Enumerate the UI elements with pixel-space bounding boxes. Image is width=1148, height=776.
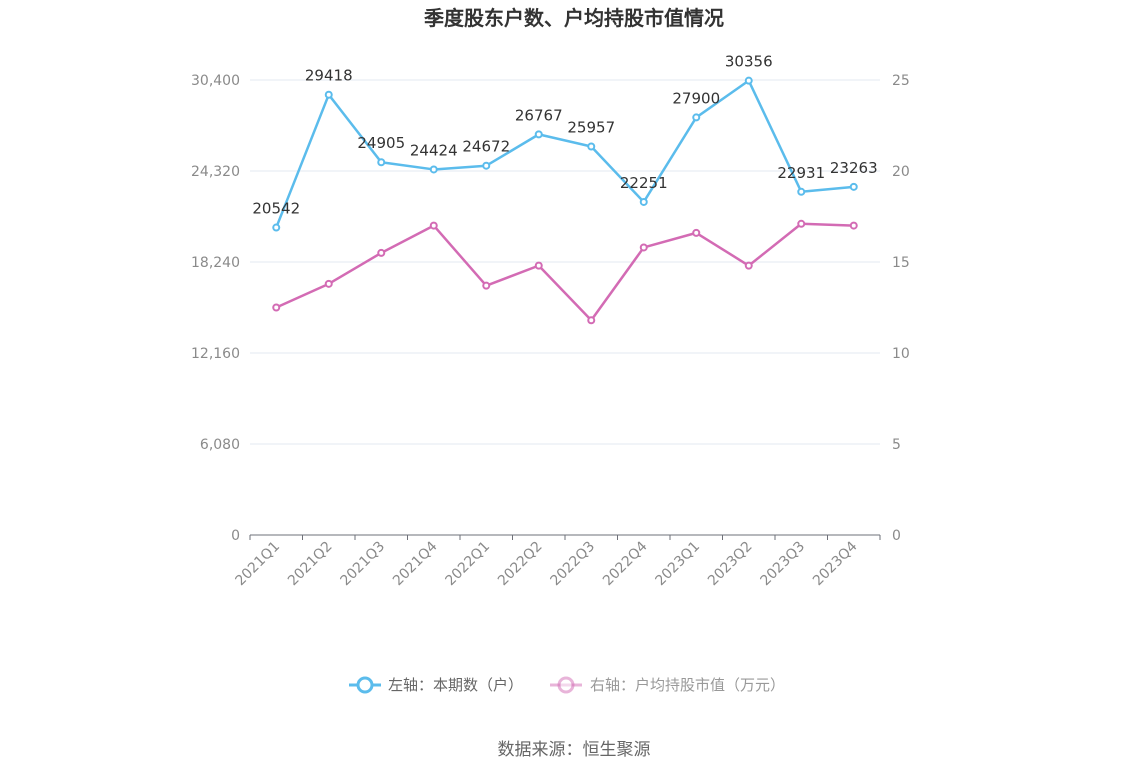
x-tick-label: 2021Q4 (390, 538, 441, 589)
legend-left-label: 左轴：本期数（户） (388, 676, 523, 694)
data-point-series-1 (272, 303, 281, 312)
right-tick-label: 10 (892, 346, 910, 362)
x-tick-label: 2021Q2 (285, 539, 336, 590)
right-tick-label: 5 (892, 437, 901, 453)
data-point-series-0 (744, 76, 753, 85)
data-source: 数据来源：恒生聚源 (498, 740, 651, 760)
right-tick-label: 25 (892, 73, 910, 89)
left-tick-label: 12,160 (191, 346, 240, 362)
right-tick-label: 15 (892, 255, 910, 271)
x-tick-label: 2022Q2 (495, 539, 546, 590)
data-point-series-0 (692, 113, 701, 122)
legend-left-marker (356, 676, 374, 694)
data-label: 25957 (567, 118, 615, 136)
left-axis-ticks: 0 6,080 12,160 18,240 24,320 30,400 (191, 73, 240, 544)
data-point-series-1 (797, 219, 806, 228)
data-label: 22931 (777, 164, 825, 182)
chart-title: 季度股东户数、户均持股市值情况 (423, 6, 724, 30)
left-tick-label: 18,240 (191, 255, 240, 271)
data-point-series-0 (797, 187, 806, 196)
x-tick-label: 2021Q1 (232, 539, 283, 590)
series-layer (272, 76, 858, 325)
data-point-series-1 (744, 261, 753, 270)
data-point-series-0 (534, 130, 543, 139)
legend-right-marker (557, 676, 575, 694)
left-tick-label: 6,080 (200, 437, 240, 453)
gridlines (250, 79, 880, 445)
legend-item-right-series[interactable]: 右轴：户均持股市值（万元） (550, 676, 785, 694)
data-point-series-0 (587, 142, 596, 151)
data-label: 23263 (830, 159, 878, 177)
x-tick-label: 2022Q4 (600, 538, 651, 589)
x-tick-label: 2023Q4 (810, 538, 861, 589)
x-tick-label: 2023Q2 (705, 539, 756, 590)
data-point-series-0 (849, 182, 858, 191)
legend-right-label: 右轴：户均持股市值（万元） (590, 676, 785, 694)
data-point-series-0 (482, 161, 491, 170)
data-point-series-1 (692, 228, 701, 237)
series-line-1 (275, 222, 854, 322)
data-point-series-1 (849, 221, 858, 230)
x-tick-label: 2023Q3 (757, 539, 808, 590)
data-point-series-1 (429, 221, 438, 230)
data-label: 24905 (357, 134, 405, 152)
data-point-series-1 (639, 243, 648, 252)
data-point-series-1 (534, 261, 543, 270)
data-point-series-0 (429, 165, 438, 174)
data-point-series-0 (324, 90, 333, 99)
data-label: 24672 (462, 138, 510, 156)
left-tick-label: 24,320 (191, 164, 240, 180)
data-label: 22251 (620, 174, 668, 192)
left-tick-label: 0 (231, 528, 240, 544)
x-tick-label: 2023Q1 (652, 539, 703, 590)
x-tick-label: 2022Q3 (547, 539, 598, 590)
data-point-series-0 (377, 158, 386, 167)
series-line-0 (275, 79, 854, 229)
left-tick-label: 30,400 (191, 73, 240, 89)
right-tick-label: 20 (892, 164, 910, 180)
data-label: 27900 (672, 89, 720, 107)
data-label: 26767 (515, 106, 563, 124)
legend-item-left-series[interactable]: 左轴：本期数（户） (349, 676, 523, 694)
data-point-series-1 (324, 279, 333, 288)
data-label: 24424 (410, 141, 458, 159)
data-point-series-1 (377, 248, 386, 257)
data-point-series-1 (587, 316, 596, 325)
legend: 左轴：本期数（户） 右轴：户均持股市值（万元） (349, 676, 785, 694)
data-label: 30356 (725, 53, 773, 71)
data-label: 29418 (305, 67, 353, 85)
right-axis-ticks: 0 5 10 15 20 25 (892, 73, 910, 544)
data-point-series-1 (482, 281, 491, 290)
right-tick-label: 0 (892, 528, 901, 544)
data-point-series-0 (639, 197, 648, 206)
data-label: 20542 (252, 200, 300, 218)
x-tick-label: 2021Q3 (337, 539, 388, 590)
data-point-series-0 (272, 223, 281, 232)
x-tick-label: 2022Q1 (442, 539, 493, 590)
x-axis: 2021Q1 2021Q2 2021Q3 2021Q4 2022Q1 2022Q2 2022… (232, 534, 881, 590)
